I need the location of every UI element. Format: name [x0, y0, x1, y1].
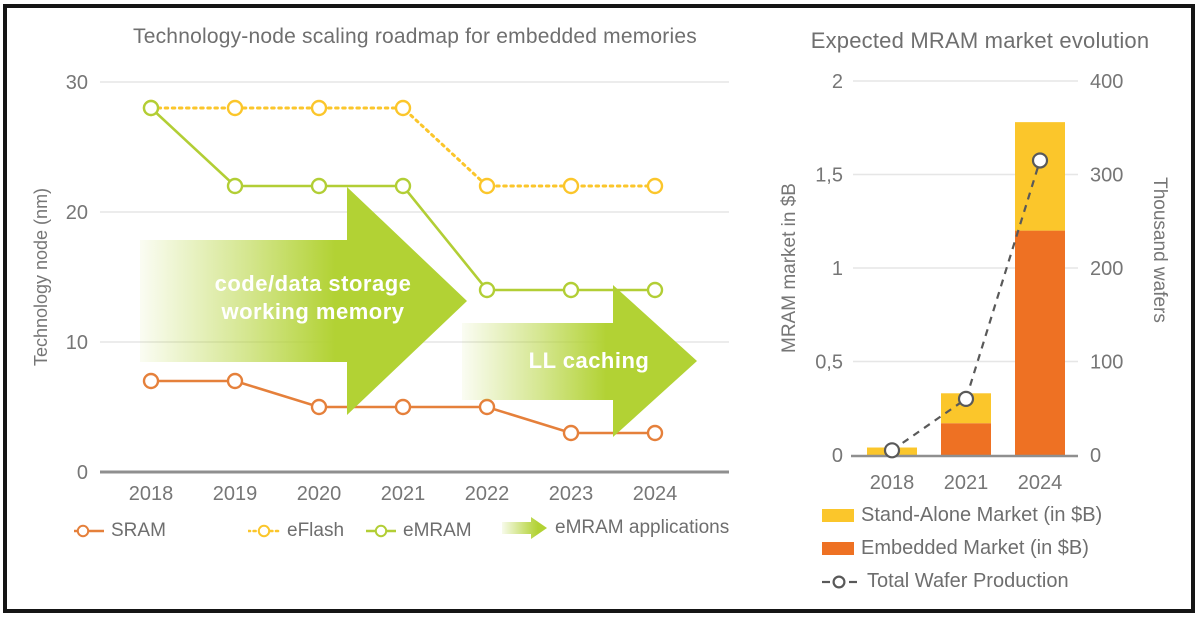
- svg-text:2018: 2018: [870, 472, 915, 494]
- svg-text:2019: 2019: [213, 483, 258, 505]
- svg-text:200: 200: [1090, 258, 1123, 280]
- legend-eflash: eFlash: [248, 519, 344, 543]
- svg-text:1,5: 1,5: [815, 165, 843, 187]
- svg-text:2022: 2022: [465, 483, 510, 505]
- svg-text:working memory: working memory: [220, 299, 404, 324]
- svg-text:2: 2: [832, 71, 843, 93]
- legend-sram: SRAM: [74, 519, 166, 543]
- svg-text:0: 0: [832, 445, 843, 467]
- left-chart-title: Technology-node scaling roadmap for embe…: [133, 25, 697, 48]
- bar-embedded-2021: [941, 423, 991, 455]
- svg-text:20: 20: [66, 202, 88, 224]
- svg-text:0: 0: [1090, 445, 1101, 467]
- legend-emram-label: eMRAM: [403, 520, 472, 541]
- right-chart-plot: 0 0 0,5 100 1 200 1,5 300 2 400 2018 2021 2024 MRAM m…: [779, 71, 1170, 494]
- right-chart-title: Expected MRAM market evolution: [810, 28, 1150, 53]
- series-sram: [142, 372, 664, 442]
- yellow-swatch-icon: [822, 509, 854, 522]
- emram-line-marker-icon: [366, 524, 396, 538]
- legend-embedded-market: Embedded Market (in $B): [822, 537, 1102, 560]
- eflash-dotted-marker-icon: [248, 524, 280, 538]
- svg-text:30: 30: [66, 72, 88, 94]
- series-total-wafer-production: [883, 152, 1049, 459]
- svg-text:2020: 2020: [297, 483, 342, 505]
- legend-embedded-label: Embedded Market (in $B): [861, 537, 1089, 559]
- svg-text:2021: 2021: [944, 472, 989, 494]
- legend-wafer-label: Total Wafer Production: [867, 570, 1069, 592]
- legend-total-wafer-production: Total Wafer Production: [822, 570, 1102, 593]
- left-chart-plot: 0 10 20 30 Technology node (nm) 2018 2019 2020 2…: [31, 72, 729, 505]
- bar-standalone-2024: [1015, 122, 1065, 231]
- svg-text:0,5: 0,5: [815, 352, 843, 374]
- svg-text:code/data storage: code/data storage: [215, 271, 412, 296]
- legend-sram-label: SRAM: [111, 520, 166, 541]
- legend-eflash-label: eFlash: [287, 520, 345, 541]
- legend-emram-applications: eMRAM applications: [502, 516, 729, 540]
- bar-embedded-2024: [1015, 230, 1065, 455]
- sram-line-marker-icon: [74, 524, 104, 538]
- svg-text:MRAM market in $B: MRAM market in $B: [779, 183, 800, 353]
- svg-text:400: 400: [1090, 71, 1123, 93]
- legend-emram-applications-label: eMRAM applications: [555, 517, 730, 538]
- svg-text:10: 10: [66, 332, 88, 354]
- orange-swatch-icon: [822, 542, 854, 555]
- svg-text:100: 100: [1090, 352, 1123, 374]
- svg-text:300: 300: [1090, 165, 1123, 187]
- dashed-circle-marker-icon: [822, 574, 857, 589]
- gradient-arrow-icon: [502, 517, 547, 539]
- legend-standalone-market: Stand-Alone Market (in $B): [822, 504, 1102, 527]
- legend-emram: eMRAM: [366, 519, 472, 543]
- emram-application-arrows: code/data storage working memory LL cachin…: [140, 187, 697, 437]
- svg-text:Technology node (nm): Technology node (nm): [31, 188, 51, 366]
- svg-text:LL caching: LL caching: [529, 348, 650, 373]
- legend-standalone-label: Stand-Alone Market (in $B): [861, 504, 1103, 526]
- right-chart-legend: Stand-Alone Market (in $B) Embedded Mark…: [822, 504, 1102, 593]
- svg-text:2018: 2018: [129, 483, 174, 505]
- svg-text:2021: 2021: [381, 483, 426, 505]
- series-emram: [142, 99, 664, 299]
- svg-text:1: 1: [832, 258, 843, 280]
- svg-text:Thousand wafers: Thousand wafers: [1149, 177, 1170, 323]
- svg-text:2023: 2023: [549, 483, 594, 505]
- svg-text:0: 0: [77, 462, 88, 484]
- svg-text:2024: 2024: [1018, 472, 1063, 494]
- svg-text:2024: 2024: [633, 483, 678, 505]
